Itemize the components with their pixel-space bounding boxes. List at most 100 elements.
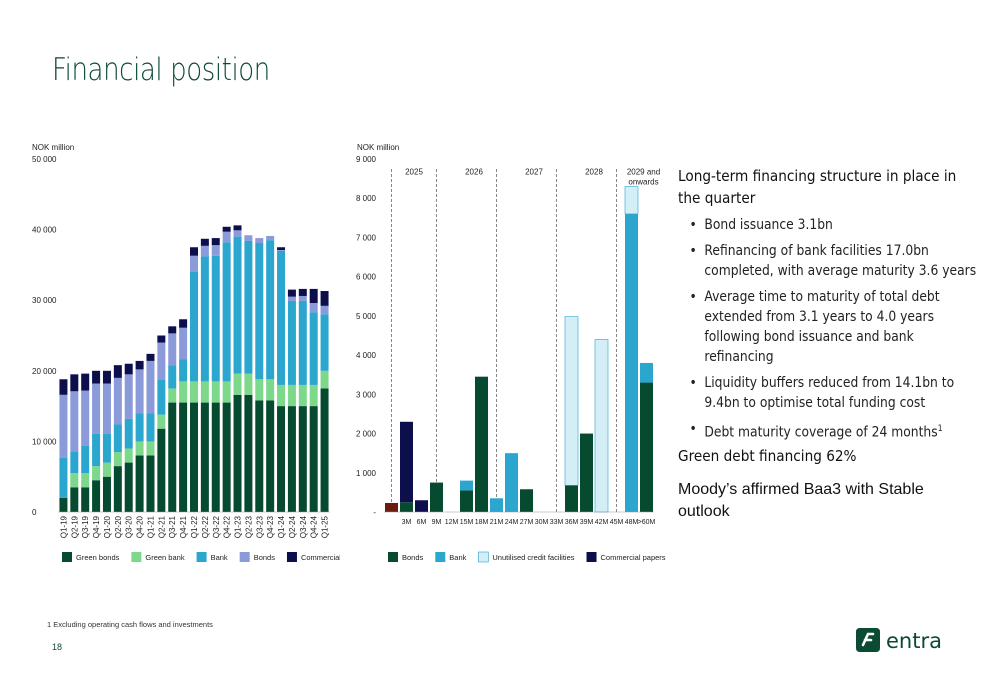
y-tick-label: 6 000 [356, 273, 377, 282]
legend-swatch [131, 552, 142, 562]
bar-segment [168, 388, 177, 403]
bar-segment [244, 240, 253, 374]
bar-segment [59, 394, 68, 458]
bar-segment [168, 365, 177, 389]
bar-segment [92, 370, 101, 384]
x-tick-label: Q2-19 [70, 515, 79, 538]
bar-segment [146, 413, 155, 442]
legend-label: Green bank [145, 553, 184, 562]
period-label: 2028 [585, 168, 603, 177]
bar-segment [309, 312, 318, 385]
y-tick-label: 40 000 [32, 226, 57, 235]
bar-segment [124, 462, 133, 512]
bar-segment [233, 225, 242, 231]
x-tick-label: Q4-22 [223, 515, 232, 538]
bar-segment [277, 247, 286, 251]
bar-segment [157, 342, 166, 380]
y-tick-label: 10 000 [32, 437, 57, 446]
x-tick-label: 36M [565, 519, 579, 526]
y-tick-label: 0 [32, 508, 37, 517]
bar-segment [157, 428, 166, 512]
bullet-dot: • [689, 289, 697, 305]
bar-segment [102, 383, 111, 434]
bar-segment [157, 335, 166, 343]
bar-segment [520, 489, 533, 512]
bar-segment [92, 480, 101, 512]
bar-segment [59, 457, 68, 498]
bar-segment [222, 231, 231, 243]
bar-segment [298, 300, 307, 385]
bar-segment [81, 373, 90, 391]
bar-segment [135, 455, 144, 512]
x-tick-label: Q4-24 [310, 515, 319, 538]
bar-segment [102, 433, 111, 463]
x-tick-label: Q3-24 [299, 515, 308, 538]
bar-segment [81, 390, 90, 446]
bar-segment [287, 300, 296, 385]
x-tick-label: 9M [432, 519, 442, 526]
x-tick-label: Q2-20 [114, 515, 123, 538]
x-tick-label: 24M [505, 519, 519, 526]
bar-segment [135, 369, 144, 414]
bar-segment [124, 418, 133, 449]
bar-segment [168, 333, 177, 366]
bar-segment [135, 441, 144, 456]
bar-segment [564, 316, 579, 486]
bar-segment [211, 245, 220, 256]
legend-swatch [586, 552, 597, 562]
y-tick-label: 20 000 [32, 367, 57, 376]
bar-segment [255, 379, 264, 401]
bullet-item: • Liquidity buffers reduced from 14.1bn t… [678, 373, 977, 413]
x-tick-label: Q3-23 [255, 515, 264, 538]
y-tick-label: 4 000 [356, 351, 377, 360]
bar-segment [113, 377, 122, 425]
bullet-item: • Debt maturity coverage of 24 months1 [678, 419, 977, 443]
y-tick-label: 7 000 [356, 233, 377, 242]
x-tick-label: 18M [475, 519, 489, 526]
bar-segment [113, 466, 122, 512]
bullet-item: • Refinancing of bank facilities 17.0bn c… [678, 241, 977, 281]
bar-segment [309, 288, 318, 304]
x-tick-label: Q3-21 [168, 515, 177, 538]
bar-segment [565, 485, 578, 512]
legend-swatch [435, 552, 446, 562]
bar-segment [179, 402, 188, 512]
y-tick-label: 3 000 [356, 390, 377, 399]
bar-segment [190, 247, 198, 256]
bar-segment [460, 480, 473, 491]
bar-segment [320, 305, 329, 315]
bar-segment [179, 381, 188, 403]
bar-segment [266, 235, 275, 241]
bar-segment [146, 360, 155, 414]
bar-segment [277, 406, 286, 512]
bar-segment [211, 238, 220, 246]
bar-segment [460, 490, 473, 512]
bar-segment [92, 433, 101, 467]
bar-segment [190, 255, 198, 272]
bar-segment [266, 240, 275, 380]
bar-segment [135, 413, 144, 442]
financing-heading: Long-term financing structure in place i… [678, 167, 957, 207]
bar-segment [70, 374, 79, 392]
period-label: 2025 [405, 168, 423, 177]
logo-wordmark: entra [886, 629, 942, 653]
legend-label: Bonds [402, 553, 424, 562]
bar-segment [102, 476, 111, 512]
bar-segment [287, 296, 296, 301]
bar-segment [113, 451, 122, 467]
bar-segment [505, 453, 518, 512]
bar-segment [320, 370, 329, 389]
x-tick-label: 27M [520, 519, 534, 526]
y-tick-label: 1 000 [356, 469, 377, 478]
bar-segment [490, 498, 503, 512]
x-tick-label: >60M [638, 519, 656, 526]
x-tick-label: Q2-23 [244, 515, 253, 538]
bar-segment [59, 379, 68, 395]
bar-segment [102, 462, 111, 477]
bar-segment [222, 242, 231, 382]
bar-segment [200, 381, 209, 403]
unit-label: NOK million [32, 143, 74, 152]
bullet-dot: • [689, 421, 697, 437]
legend-swatch [388, 552, 398, 562]
bar-segment [625, 213, 638, 512]
